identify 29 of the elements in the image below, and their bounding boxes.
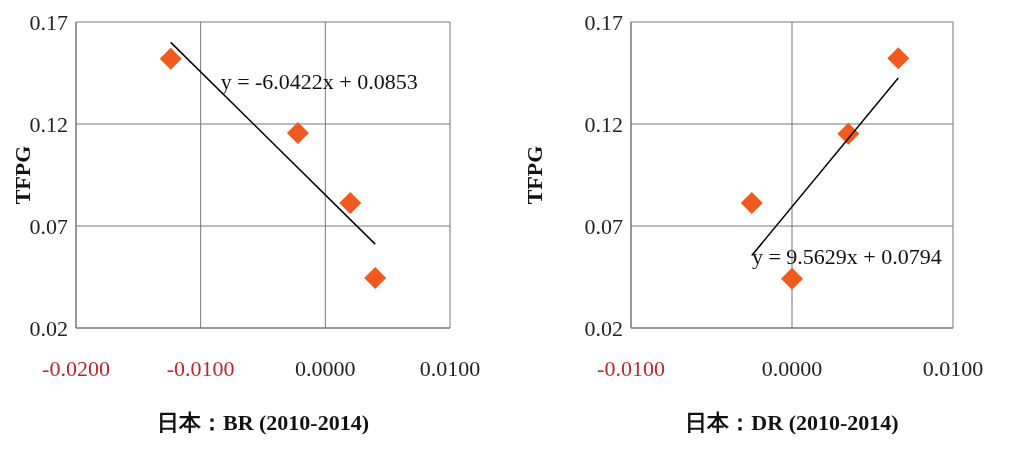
x-tick-label: 0.0000 [761,356,823,381]
x-tick-label: -0.0200 [42,356,110,381]
y-tick-label: 0.07 [29,213,68,239]
point [837,122,860,145]
point [740,191,763,214]
y-axis-title: TFPG [521,145,547,205]
annotation: y = 9.5629x + 0.0794 [751,243,942,269]
x-tick-label: 0.0100 [922,356,984,381]
y-tick-label: 0.17 [584,9,623,35]
x-tick-label: -0.0100 [166,356,235,381]
x-tick-label: 0.0000 [295,356,356,381]
point [159,47,182,70]
y-tick-label: 0.07 [584,213,623,239]
x-tick-label: 0.0100 [419,356,481,381]
y-axis-title: TFPG [9,145,35,205]
y-tick-label: 0.02 [584,315,623,341]
point [339,191,362,214]
point [364,267,387,290]
point [286,121,309,144]
y-tick-label: 0.17 [29,9,68,35]
x-axis-title: 日本：DR (2010-2014) [685,410,899,435]
point [887,47,910,70]
x-tick-label: -0.0100 [597,356,665,381]
x-axis-title: 日本：BR (2010-2014) [156,410,370,435]
y-tick-label: 0.12 [29,111,68,137]
annotation: y = -6.0422x + 0.0853 [220,68,418,94]
y-tick-label: 0.02 [29,315,68,341]
point [781,267,803,290]
y-tick-label: 0.12 [584,111,623,137]
